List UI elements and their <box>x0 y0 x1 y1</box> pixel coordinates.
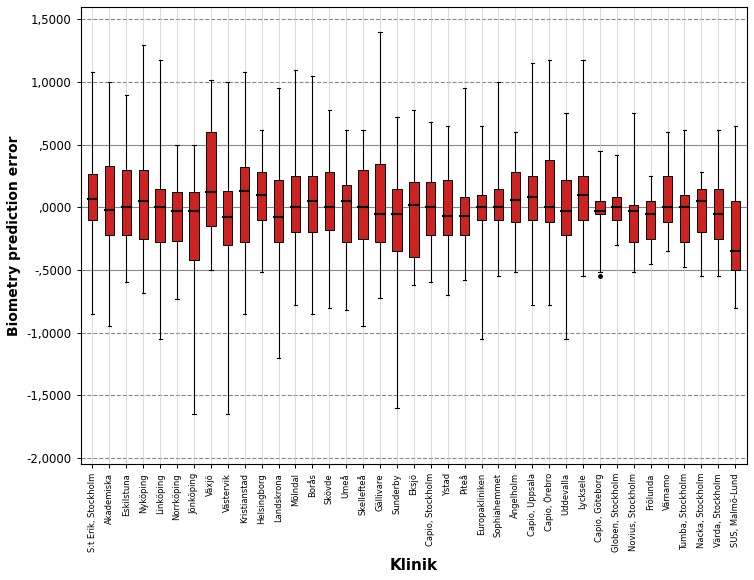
Bar <box>409 182 418 258</box>
Bar <box>325 172 334 230</box>
Bar <box>291 176 300 233</box>
Bar <box>510 172 520 222</box>
Bar <box>713 188 723 238</box>
Bar <box>612 197 621 220</box>
Bar <box>223 191 232 245</box>
Bar <box>697 188 706 233</box>
Bar <box>121 170 131 235</box>
Bar <box>494 188 503 220</box>
Bar <box>477 195 486 220</box>
Bar <box>595 201 605 213</box>
Bar <box>426 182 435 235</box>
Bar <box>173 193 182 241</box>
Bar <box>562 180 571 235</box>
Bar <box>189 193 198 260</box>
Bar <box>155 188 165 242</box>
Bar <box>443 180 452 235</box>
Bar <box>578 176 587 220</box>
Bar <box>240 167 250 242</box>
Bar <box>88 173 97 220</box>
Bar <box>460 197 469 235</box>
X-axis label: Klinik: Klinik <box>390 558 438 573</box>
Bar <box>257 172 266 220</box>
Bar <box>207 132 216 226</box>
Bar <box>308 176 317 233</box>
Bar <box>629 205 639 242</box>
Bar <box>544 160 554 222</box>
Bar <box>392 188 402 251</box>
Bar <box>663 176 673 222</box>
Y-axis label: Biometry prediction error: Biometry prediction error <box>7 135 21 336</box>
Bar <box>680 195 689 242</box>
Bar <box>731 201 740 270</box>
Bar <box>105 166 114 235</box>
Bar <box>375 164 385 242</box>
Bar <box>274 180 284 242</box>
Bar <box>528 176 537 220</box>
Bar <box>646 201 655 238</box>
Bar <box>358 170 368 238</box>
Bar <box>342 185 351 242</box>
Bar <box>139 170 148 238</box>
